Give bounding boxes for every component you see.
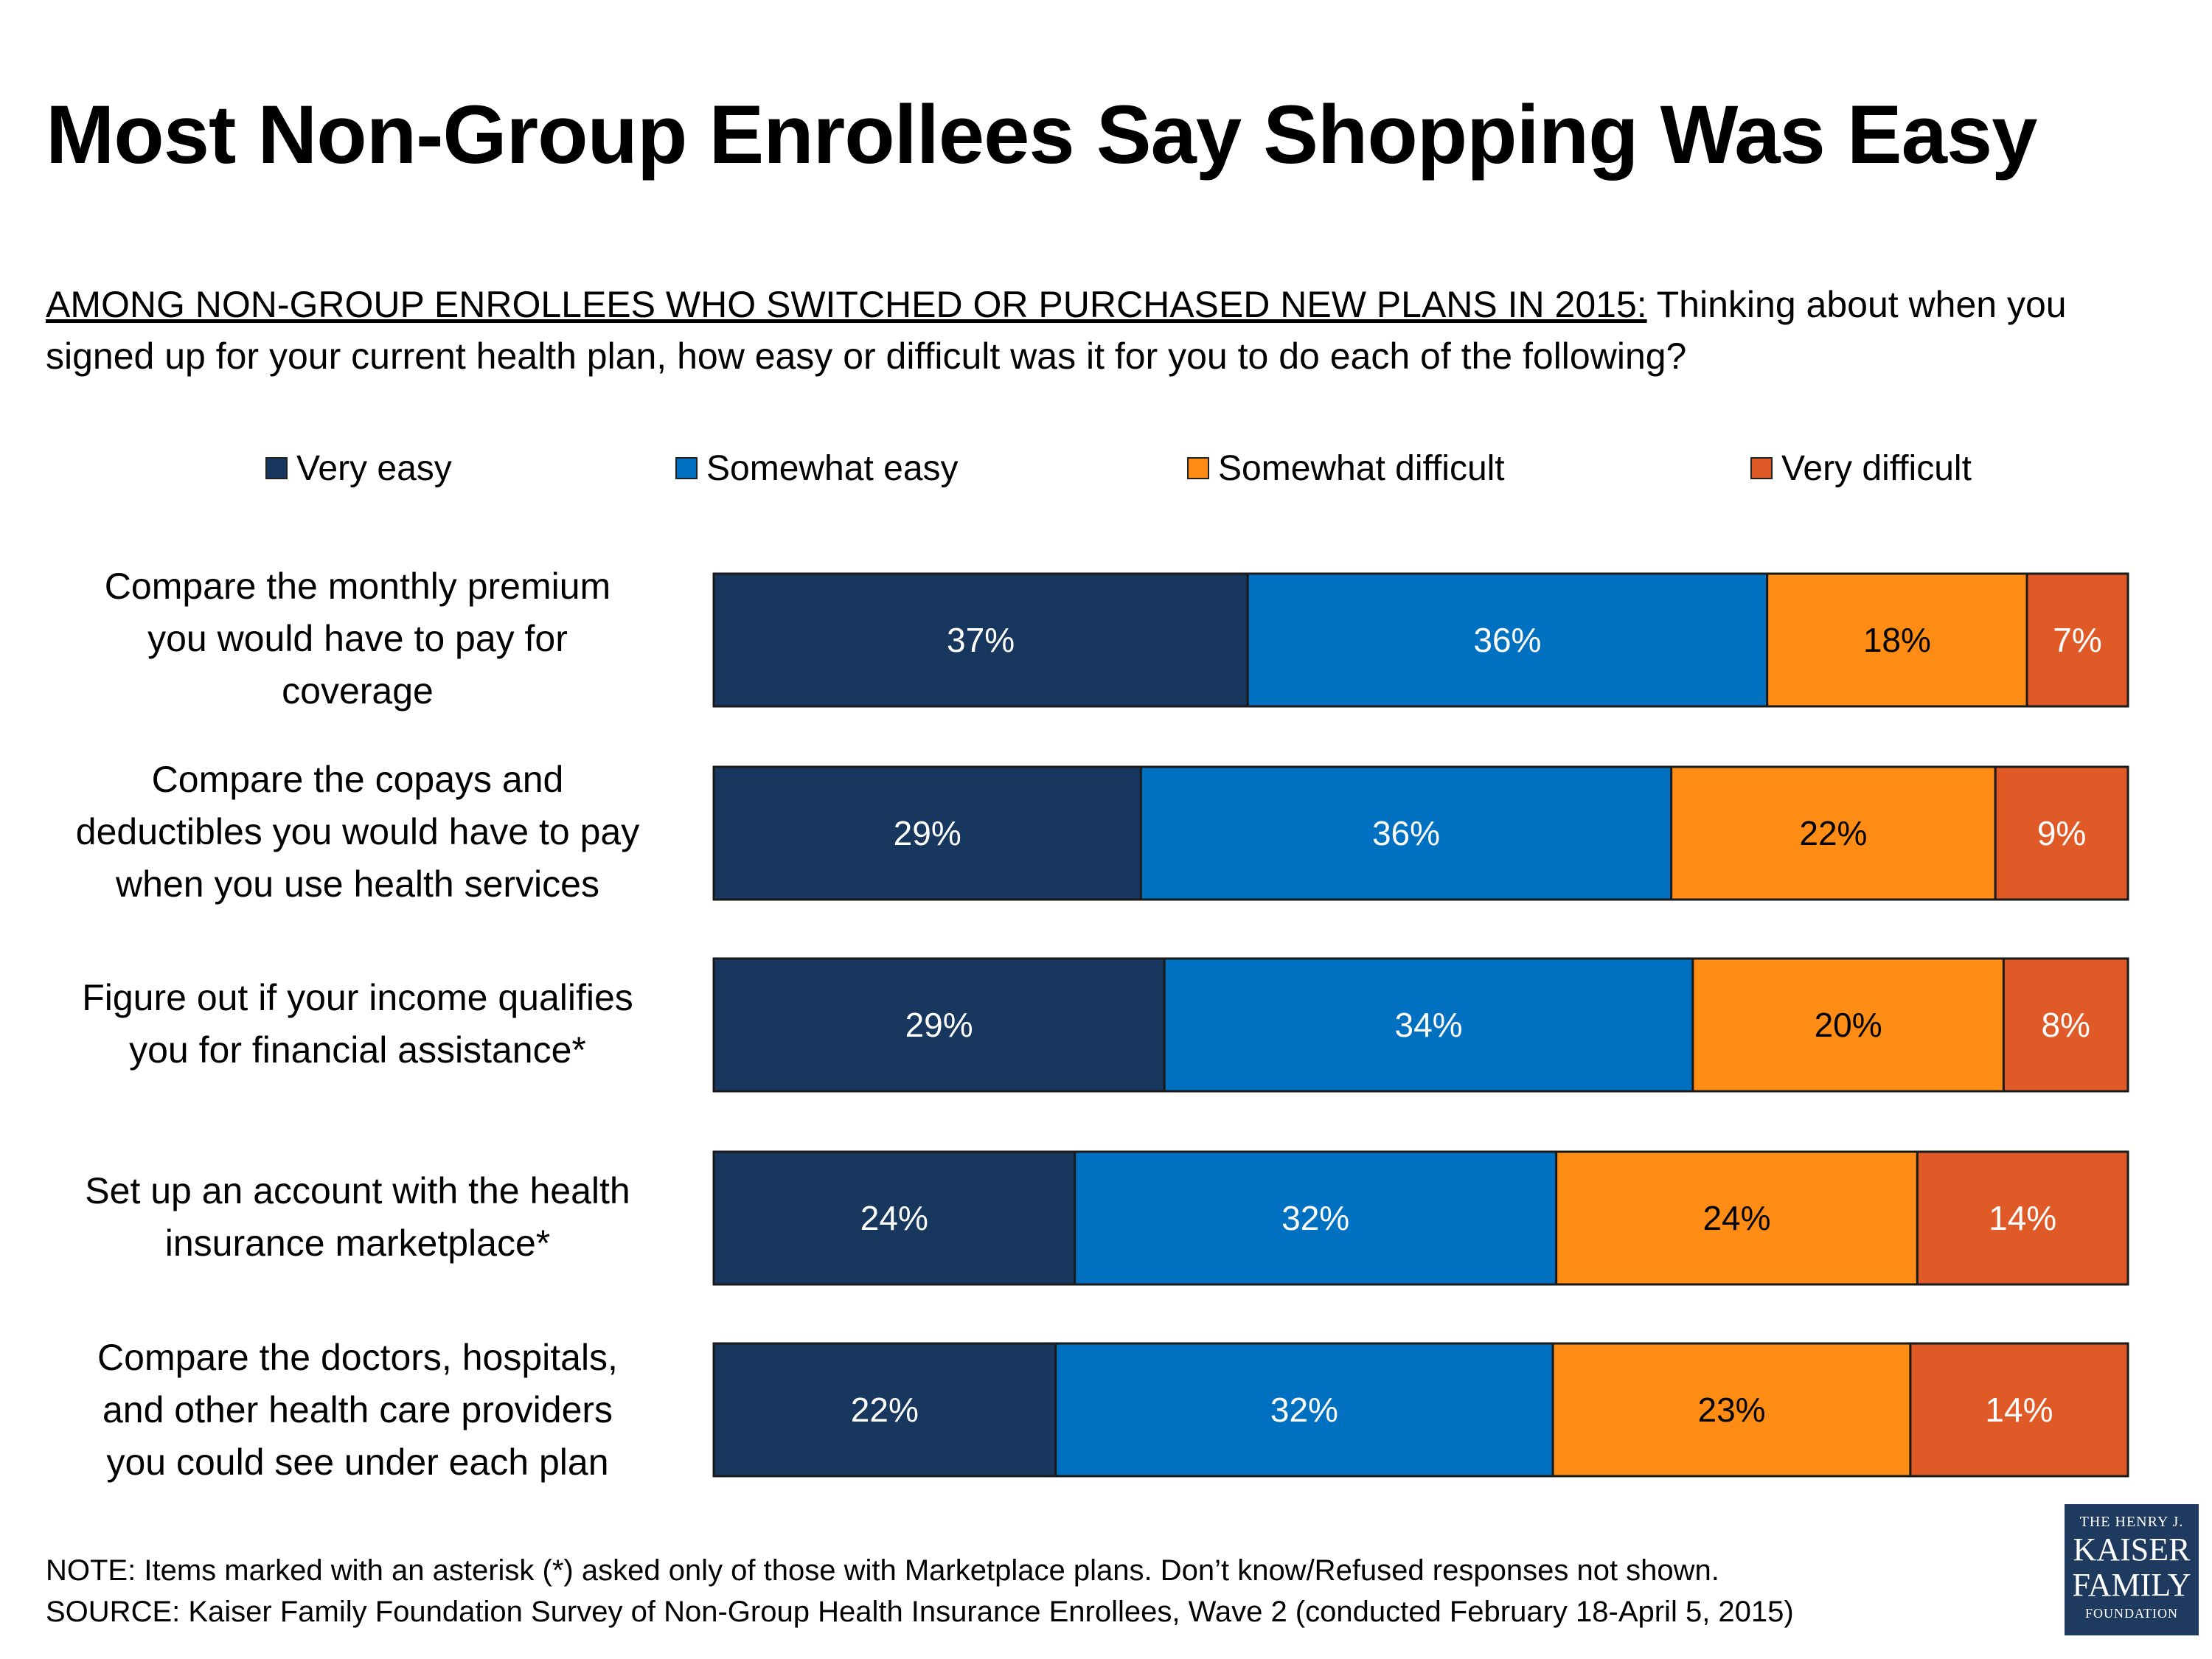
row-label-0-line-0: Compare the monthly premium — [104, 566, 611, 607]
bar-somewhat-easy-row-3 — [1074, 1150, 1558, 1286]
legend-swatch-very-easy — [265, 457, 288, 479]
data-label-very-difficult-row-2: 8% — [2041, 1006, 2090, 1044]
bar-very-easy-row-0 — [712, 572, 1249, 708]
bar-somewhat-easy-row-2 — [1163, 957, 1694, 1093]
bar-somewhat-easy-row-4 — [1054, 1342, 1554, 1478]
bar-very-easy-row-2 — [712, 957, 1166, 1093]
data-label-somewhat-difficult-row-4: 23% — [1697, 1391, 1765, 1429]
logo-line-1: THE HENRY J. — [2079, 1514, 2184, 1530]
bar-somewhat-difficult-row-0 — [1766, 572, 2028, 708]
row-label-1-line-0: Compare the copays and — [151, 759, 564, 800]
logo-line-3: FOUNDATION — [2085, 1606, 2178, 1621]
data-label-somewhat-easy-row-4: 32% — [1270, 1391, 1338, 1429]
legend-label-somewhat-difficult: Somewhat difficult — [1218, 448, 1505, 488]
legend-swatch-somewhat-difficult — [1187, 457, 1209, 479]
bar-somewhat-difficult-row-3 — [1555, 1150, 1919, 1286]
bar-very-difficult-row-1 — [1994, 765, 2129, 901]
legend-label-very-difficult: Very difficult — [1781, 448, 1972, 488]
row-label-0-line-1: you would have to pay for — [147, 618, 568, 659]
row-label-4-line-2: you could see under each plan — [106, 1441, 609, 1483]
row-label-2-line-1: you for financial assistance* — [129, 1029, 586, 1071]
data-label-somewhat-difficult-row-3: 24% — [1703, 1199, 1770, 1237]
row-label-1-line-2: when you use health services — [116, 863, 599, 905]
data-label-somewhat-difficult-row-1: 22% — [1799, 814, 1867, 852]
row-label-0: Compare the monthly premium you would ha… — [44, 560, 671, 717]
note-text: NOTE: Items marked with an asterisk (*) … — [46, 1554, 1719, 1587]
bar-somewhat-easy-row-0 — [1246, 572, 1769, 708]
footnotes: NOTE: Items marked with an asterisk (*) … — [46, 1550, 1794, 1632]
row-label-1: Compare the copays and deductibles you w… — [44, 754, 671, 911]
legend-swatch-somewhat-easy — [675, 457, 698, 479]
legend-item-somewhat-difficult: Somewhat difficult — [1187, 442, 1505, 494]
bar-very-easy-row-3 — [712, 1150, 1077, 1286]
legend-item-very-difficult: Very difficult — [1750, 442, 1972, 494]
data-label-somewhat-easy-row-3: 32% — [1281, 1199, 1349, 1237]
chart-title: Most Non-Group Enrollees Say Shopping Wa… — [46, 88, 2037, 181]
data-label-somewhat-difficult-row-0: 18% — [1863, 621, 1931, 659]
bar-somewhat-difficult-row-1 — [1670, 765, 1997, 901]
kff-logo: THE HENRY J. KAISER FAMILY FOUNDATION — [2065, 1504, 2199, 1635]
bar-very-easy-row-1 — [712, 765, 1142, 901]
bar-somewhat-difficult-row-2 — [1691, 957, 2005, 1093]
bar-very-easy-row-4 — [712, 1342, 1057, 1478]
data-label-somewhat-easy-row-0: 36% — [1473, 621, 1541, 659]
row-label-2: Figure out if your income qualifies you … — [44, 972, 671, 1077]
row-label-4: Compare the doctors, hospitals, and othe… — [44, 1332, 671, 1489]
row-label-3-line-1: insurance marketplace* — [164, 1222, 551, 1264]
data-label-very-easy-row-0: 37% — [947, 621, 1015, 659]
row-label-4-line-1: and other health care providers — [102, 1389, 613, 1430]
data-label-very-easy-row-1: 29% — [894, 814, 961, 852]
row-label-3-line-0: Set up an account with the health — [85, 1170, 630, 1211]
data-label-very-easy-row-4: 22% — [851, 1391, 919, 1429]
bar-very-difficult-row-3 — [1916, 1150, 2129, 1286]
data-label-very-difficult-row-1: 9% — [2037, 814, 2086, 852]
bar-somewhat-difficult-row-4 — [1551, 1342, 1912, 1478]
legend-swatch-very-difficult — [1750, 457, 1773, 479]
data-label-somewhat-easy-row-2: 34% — [1394, 1006, 1462, 1044]
bar-very-difficult-row-2 — [2002, 957, 2129, 1093]
bar-somewhat-easy-row-1 — [1139, 765, 1673, 901]
logo-line-2b: FAMILY — [2072, 1567, 2191, 1603]
bar-very-difficult-row-4 — [1909, 1342, 2129, 1478]
subtitle-question: Thinking about when you signed up for yo… — [46, 284, 2067, 377]
source-text: SOURCE: Kaiser Family Foundation Survey … — [46, 1596, 1794, 1628]
bar-very-difficult-row-0 — [2025, 572, 2129, 708]
data-label-somewhat-easy-row-1: 36% — [1372, 814, 1440, 852]
legend-label-very-easy: Very easy — [296, 448, 452, 488]
data-label-very-difficult-row-3: 14% — [1989, 1199, 2056, 1237]
data-label-very-difficult-row-4: 14% — [1985, 1391, 2053, 1429]
row-label-4-line-0: Compare the doctors, hospitals, — [97, 1337, 618, 1378]
row-label-0-line-2: coverage — [282, 670, 434, 712]
chart-legend: Very easy Somewhat easy Somewhat difficu… — [0, 442, 2212, 494]
legend-item-very-easy: Very easy — [265, 442, 452, 494]
row-label-1-line-1: deductibles you would have to pay — [75, 811, 640, 852]
row-label-3: Set up an account with the health insura… — [44, 1165, 671, 1270]
legend-label-somewhat-easy: Somewhat easy — [706, 448, 959, 488]
legend-item-somewhat-easy: Somewhat easy — [675, 442, 959, 494]
data-label-very-easy-row-3: 24% — [860, 1199, 928, 1237]
data-label-very-difficult-row-0: 7% — [2053, 621, 2101, 659]
subtitle-lead: AMONG NON-GROUP ENROLLEES WHO SWITCHED O… — [46, 284, 1647, 325]
logo-line-2a: KAISER — [2073, 1531, 2191, 1568]
data-label-very-easy-row-2: 29% — [905, 1006, 973, 1044]
chart-subtitle: AMONG NON-GROUP ENROLLEES WHO SWITCHED O… — [46, 279, 2096, 382]
data-label-somewhat-difficult-row-2: 20% — [1815, 1006, 1882, 1044]
row-label-2-line-0: Figure out if your income qualifies — [82, 977, 633, 1018]
